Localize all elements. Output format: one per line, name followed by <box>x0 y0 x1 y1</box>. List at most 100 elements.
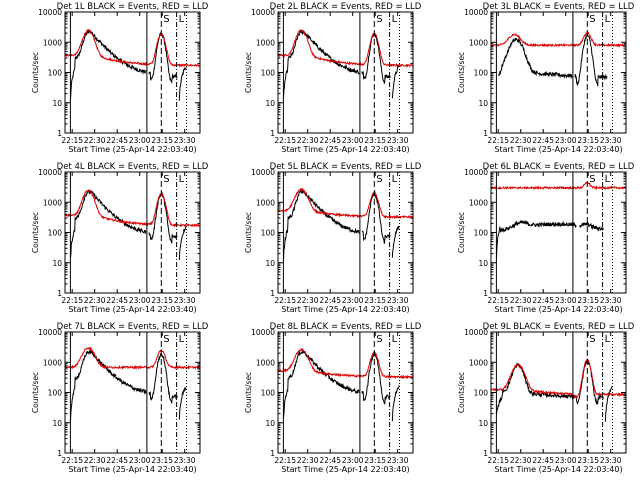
marker-label-l: L <box>605 334 611 345</box>
events-series-line <box>69 29 187 101</box>
x-tick-label: 23:00 <box>129 296 151 305</box>
y-axis-label: Counts/sec <box>244 372 253 413</box>
x-tick-label: 23:15 <box>151 296 173 305</box>
marker-label-l: L <box>392 14 398 25</box>
x-tick-label: 22:30 <box>297 296 319 305</box>
x-tick-label: 22:30 <box>297 136 319 145</box>
x-tick-label: 22:45 <box>106 296 128 305</box>
x-tick-label: 23:00 <box>555 136 577 145</box>
y-axis-label: Counts/sec <box>457 52 466 93</box>
y-tick-label: 10 <box>478 99 488 108</box>
plot-frame <box>277 331 414 454</box>
lld-series-line <box>278 347 413 380</box>
events-series-line <box>495 219 604 259</box>
events-series-line <box>69 189 187 261</box>
x-tick-label: 22:30 <box>84 296 106 305</box>
y-axis-label: Counts/sec <box>244 52 253 93</box>
x-tick-label: 23:30 <box>600 456 622 465</box>
x-axis-label: Start Time (25-Apr-14 22:03:40) <box>281 145 409 154</box>
y-tick-label: 10 <box>52 419 62 428</box>
marker-label-s: S <box>376 174 382 185</box>
x-tick-label: 22:30 <box>84 456 106 465</box>
y-tick-label: 100 <box>48 69 63 78</box>
x-tick-label: 22:15 <box>274 456 296 465</box>
x-tick-label: 23:00 <box>342 296 364 305</box>
x-axis-label: Start Time (25-Apr-14 22:03:40) <box>494 145 622 154</box>
x-tick-label: 23:15 <box>151 136 173 145</box>
x-tick-label: 22:15 <box>61 456 83 465</box>
x-tick-label: 22:45 <box>319 136 341 145</box>
x-tick-label: 22:15 <box>487 296 509 305</box>
y-tick-label: 10 <box>265 419 275 428</box>
y-axis-label: Counts/sec <box>31 212 40 253</box>
x-tick-label: 22:30 <box>297 456 319 465</box>
marker-label-l: L <box>605 14 611 25</box>
lld-series-line <box>65 346 200 370</box>
marker-label-s: S <box>163 334 169 345</box>
x-tick-label: 22:45 <box>106 136 128 145</box>
y-tick-label: 1 <box>270 129 275 138</box>
y-axis-label: Counts/sec <box>457 212 466 253</box>
x-tick-label: 23:30 <box>387 136 409 145</box>
plot-frame <box>64 331 201 454</box>
y-tick-label: 10 <box>265 99 275 108</box>
y-tick-label: 1000 <box>43 198 62 207</box>
panel-title: Det 3L BLACK = Events, RED = LLD <box>483 2 635 12</box>
x-axis-label: Start Time (25-Apr-14 22:03:40) <box>68 305 196 314</box>
y-tick-label: 100 <box>261 229 276 238</box>
panel-title: Det 2L BLACK = Events, RED = LLD <box>270 2 422 12</box>
x-axis-label: Start Time (25-Apr-14 22:03:40) <box>68 145 196 154</box>
y-tick-label: 10000 <box>251 168 275 177</box>
marker-label-s: S <box>589 334 595 345</box>
y-tick-label: 100 <box>48 229 63 238</box>
y-axis-label: Counts/sec <box>31 372 40 413</box>
x-tick-label: 22:30 <box>84 136 106 145</box>
lld-series-line <box>278 187 413 220</box>
x-tick-label: 22:45 <box>532 296 554 305</box>
marker-label-l: L <box>179 174 185 185</box>
y-tick-label: 100 <box>261 69 276 78</box>
panel-title: Det 1L BLACK = Events, RED = LLD <box>57 2 209 12</box>
y-tick-label: 10000 <box>464 8 488 17</box>
x-tick-label: 22:15 <box>274 296 296 305</box>
marker-label-l: L <box>392 174 398 185</box>
x-tick-label: 22:30 <box>510 136 532 145</box>
x-tick-label: 23:30 <box>387 296 409 305</box>
x-tick-label: 23:15 <box>577 296 599 305</box>
plot-frame <box>490 11 627 134</box>
panel-title: Det 5L BLACK = Events, RED = LLD <box>270 162 422 172</box>
x-tick-label: 23:15 <box>364 296 386 305</box>
y-tick-label: 10000 <box>38 8 62 17</box>
marker-label-s: S <box>589 174 595 185</box>
panel-title: Det 4L BLACK = Events, RED = LLD <box>57 162 209 172</box>
x-tick-label: 22:45 <box>532 456 554 465</box>
lld-series-line <box>65 189 200 228</box>
y-tick-label: 1000 <box>43 358 62 367</box>
y-tick-label: 100 <box>474 229 489 238</box>
y-tick-label: 10000 <box>464 168 488 177</box>
y-tick-label: 10 <box>52 99 62 108</box>
events-series-line <box>69 349 187 422</box>
x-tick-label: 23:00 <box>342 456 364 465</box>
x-tick-label: 22:15 <box>61 296 83 305</box>
x-tick-label: 23:15 <box>577 136 599 145</box>
panel-title: Det 6L BLACK = Events, RED = LLD <box>483 162 635 172</box>
lld-series-line <box>65 28 200 68</box>
x-tick-label: 23:30 <box>600 136 622 145</box>
y-tick-label: 10 <box>478 419 488 428</box>
events-series-line <box>498 32 608 87</box>
x-tick-label: 23:15 <box>577 456 599 465</box>
y-axis-label: Counts/sec <box>244 212 253 253</box>
events-series-line <box>282 350 400 422</box>
y-tick-label: 1000 <box>256 358 275 367</box>
x-tick-label: 22:30 <box>510 296 532 305</box>
lld-series-line <box>491 31 626 48</box>
x-tick-label: 22:45 <box>319 296 341 305</box>
x-tick-label: 23:15 <box>364 136 386 145</box>
